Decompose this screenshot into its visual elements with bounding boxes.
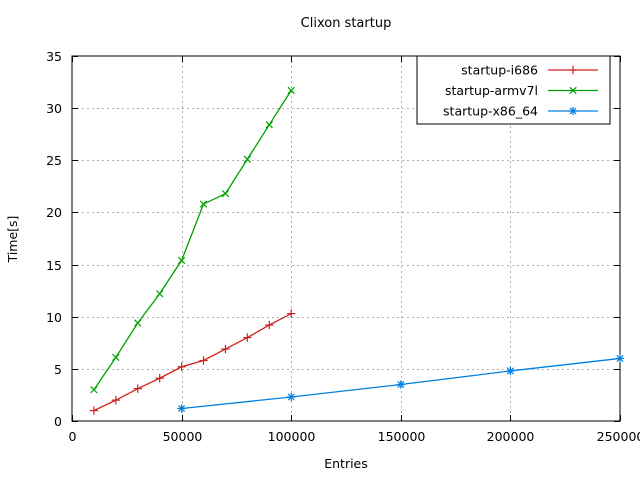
y-axis-tick-labels: 0 5 10 15 20 25 30 35 (46, 49, 62, 429)
y-tick-label: 25 (46, 153, 62, 168)
series-startup-i686 (89, 309, 296, 415)
x-tick-label: 250000 (597, 429, 640, 444)
plot-border (71, 55, 621, 422)
y-tick-label: 0 (54, 414, 62, 429)
x-tick-label: 150000 (378, 429, 426, 444)
chart-title: Clixon startup (301, 16, 392, 31)
y-tick-label: 20 (46, 205, 62, 220)
legend-label-startup-x86_64: startup-x86_64 (443, 104, 538, 119)
legend-label-startup-armv7l: startup-armv7l (445, 83, 538, 98)
x-tick-label: 0 (69, 429, 77, 444)
x-tick-label: 100000 (268, 429, 316, 444)
y-tick-label: 10 (46, 310, 62, 325)
y-axis-label: Time[s] (5, 216, 20, 264)
x-axis-tick-labels: 0 50000 100000 150000 200000 250000 (69, 429, 640, 444)
y-tick-label: 35 (46, 49, 62, 64)
series-startup-armv7l (90, 86, 295, 394)
gridlines (72, 56, 620, 421)
series-startup-x86_64 (177, 354, 625, 413)
series-layer (89, 86, 625, 415)
y-tick-label: 15 (46, 258, 62, 273)
y-tick-label: 5 (54, 362, 62, 377)
x-tick-label: 200000 (487, 429, 535, 444)
y-tick-label: 30 (46, 101, 62, 116)
x-axis-label: Entries (324, 456, 368, 471)
legend-label-startup-i686: startup-i686 (461, 63, 538, 78)
x-tick-label: 50000 (163, 429, 203, 444)
chart-legend: startup-i686 startup-armv7l startup-x86_64 (416, 55, 611, 125)
